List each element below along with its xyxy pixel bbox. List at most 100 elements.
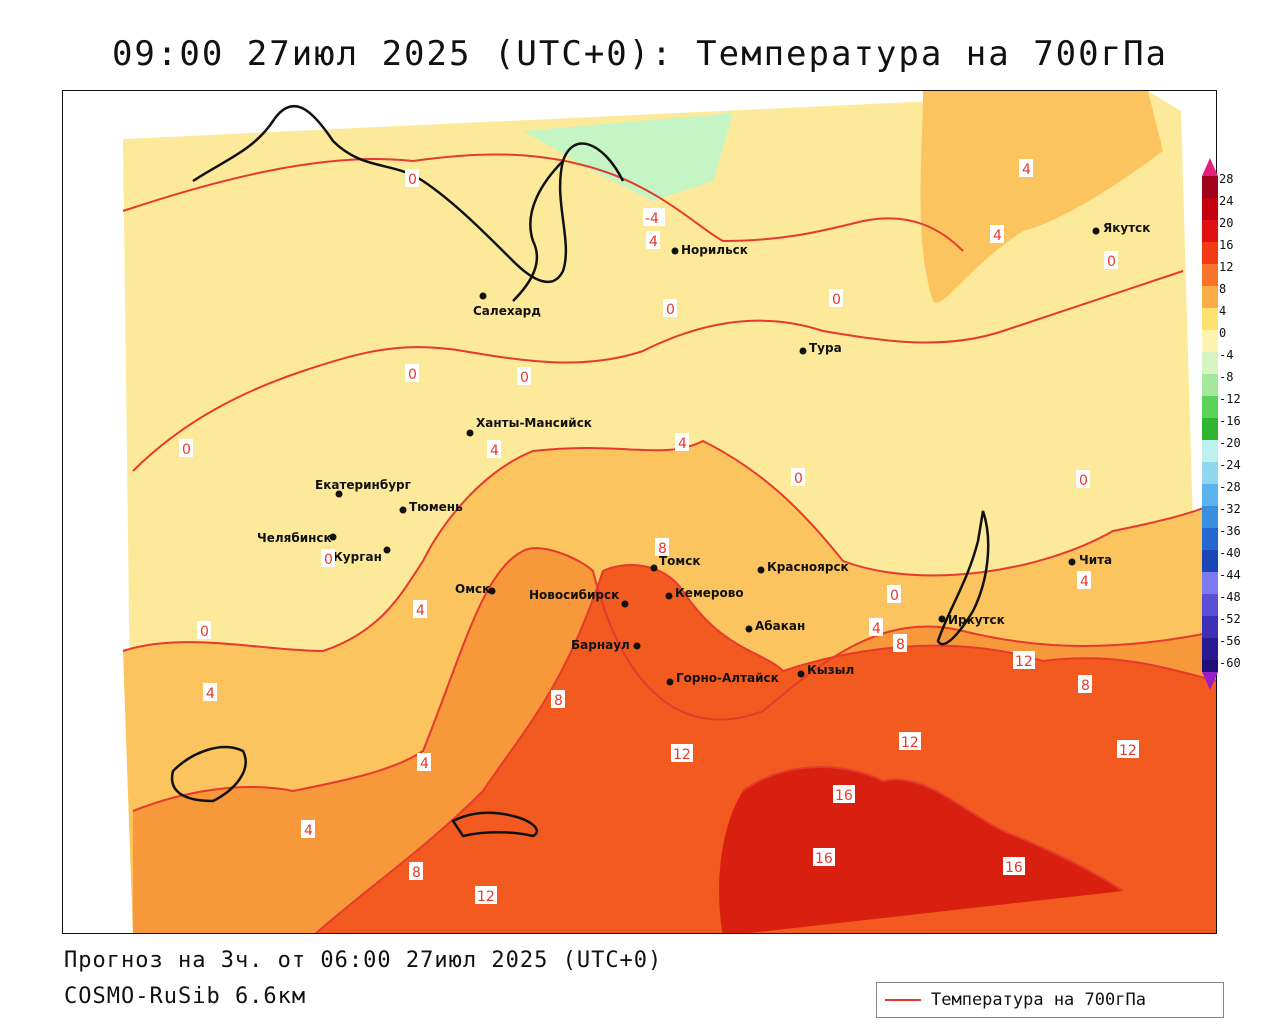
svg-text:8: 8 xyxy=(554,693,563,709)
field-4-8-northeast xyxy=(920,91,1163,303)
svg-text:0: 0 xyxy=(666,302,675,318)
svg-text:Салехард: Салехард xyxy=(473,304,541,318)
iso-label-8-a: 8 xyxy=(655,538,669,557)
colorbar-tick: -40 xyxy=(1219,546,1241,560)
iso-label-0-f: 0 xyxy=(517,367,531,386)
iso-label-12-c: 12 xyxy=(1117,740,1139,759)
svg-text:4: 4 xyxy=(1022,162,1031,178)
city-norilsk[interactable]: Норильск xyxy=(671,243,748,257)
city-ekaterinburg[interactable]: Екатеринбург xyxy=(315,478,411,498)
city-kyzyl[interactable]: Кызыл xyxy=(797,663,855,678)
isotherm-labels: 0 0 0 0 0 0 0 0 0 0 0 0 4 4 4 4 4 4 4 4 … xyxy=(179,159,1139,905)
legend-label: Температура на 700гПа xyxy=(931,990,1146,1010)
city-abakan[interactable]: Абакан xyxy=(745,619,806,633)
city-tura[interactable]: Тура xyxy=(799,341,842,355)
lake-balkhash xyxy=(451,811,539,838)
colorbar-seg-24 xyxy=(1202,198,1218,220)
colorbar xyxy=(1202,158,1218,690)
outside-domain-left xyxy=(63,91,123,933)
svg-text:4: 4 xyxy=(872,621,881,637)
colorbar-tick: 24 xyxy=(1219,194,1234,208)
colorbar-tick: -12 xyxy=(1219,392,1241,406)
colorbar-seg-neg56 xyxy=(1202,638,1218,660)
colorbar-tick: 0 xyxy=(1219,326,1227,340)
colorbar-tick: 16 xyxy=(1219,238,1234,252)
svg-text:4: 4 xyxy=(1080,574,1089,590)
svg-text:4: 4 xyxy=(420,756,429,772)
temperature-map[interactable]: Салехард Норильск Якутск Тура Ханты-Манс… xyxy=(62,90,1217,934)
iso-label-12-d: 12 xyxy=(475,886,497,905)
colorbar-seg-neg24 xyxy=(1202,462,1218,484)
city-gorno-altaysk[interactable]: Горно-Алтайск xyxy=(666,671,779,686)
contour-4 xyxy=(122,439,1216,653)
colorbar-seg-20 xyxy=(1202,220,1218,242)
iso-label-0-b: 0 xyxy=(663,299,677,318)
colorbar-tick: -44 xyxy=(1219,568,1241,582)
colorbar-seg-neg12 xyxy=(1202,396,1218,418)
map-title: 09:00 27июл 2025 (UTC+0): Температура на… xyxy=(111,34,1169,74)
svg-text:Ханты-Мансийск: Ханты-Мансийск xyxy=(476,416,592,430)
contour-12 xyxy=(314,564,1216,933)
colorbar-seg-neg36 xyxy=(1202,528,1218,550)
svg-text:4: 4 xyxy=(993,228,1002,244)
svg-text:16: 16 xyxy=(835,788,853,804)
svg-text:8: 8 xyxy=(658,541,667,557)
colorbar-tick: 20 xyxy=(1219,216,1234,230)
colorbar-bottom-arrow xyxy=(1202,672,1218,690)
iso-label-4-c: 4 xyxy=(487,440,501,459)
colorbar-seg-0 xyxy=(1202,330,1218,352)
city-omsk[interactable]: Омск xyxy=(455,582,496,596)
city-salekhard[interactable]: Салехард xyxy=(473,292,541,319)
svg-text:0: 0 xyxy=(200,624,209,640)
colorbar-top-arrow xyxy=(1202,158,1218,176)
city-yakutsk[interactable]: Якутск xyxy=(1092,221,1151,235)
iso-label-8-e: 8 xyxy=(409,862,423,881)
iso-label-12-b: 12 xyxy=(899,732,921,751)
iso-label-4-a: 4 xyxy=(1019,159,1033,178)
colorbar-seg-neg48 xyxy=(1202,594,1218,616)
colorbar-seg-12 xyxy=(1202,264,1218,286)
isotherm-contours xyxy=(122,153,1216,933)
svg-text:16: 16 xyxy=(815,851,833,867)
city-chita[interactable]: Чита xyxy=(1068,553,1113,567)
city-markers: Салехард Норильск Якутск Тура Ханты-Манс… xyxy=(257,221,1150,686)
iso-label-4-b: 4 xyxy=(990,225,1004,244)
svg-text:4: 4 xyxy=(206,686,215,702)
iso-label-8-b: 8 xyxy=(551,690,565,709)
coastlines xyxy=(170,104,990,838)
city-barnaul[interactable]: Барнаул xyxy=(571,638,641,652)
iso-label-neg4: -4 xyxy=(643,208,665,227)
city-novosibirsk[interactable]: Новосибирск xyxy=(529,588,629,608)
city-krasnoyarsk[interactable]: Красноярск xyxy=(757,560,849,574)
legend-line-swatch xyxy=(885,999,921,1001)
svg-text:Горно-Алтайск: Горно-Алтайск xyxy=(676,671,779,685)
colorbar-seg-28 xyxy=(1202,176,1218,198)
city-tyumen[interactable]: Тюмень xyxy=(399,500,464,514)
svg-text:Норильск: Норильск xyxy=(681,243,748,257)
iso-label-0-d: 0 xyxy=(1104,251,1118,270)
colorbar-tick: -36 xyxy=(1219,524,1241,538)
iso-label-0-a: 0 xyxy=(405,169,419,188)
svg-text:0: 0 xyxy=(520,370,529,386)
city-tomsk[interactable]: Томск xyxy=(650,554,701,572)
city-kemerovo[interactable]: Кемерово xyxy=(665,586,744,600)
svg-text:Абакан: Абакан xyxy=(755,619,805,633)
city-khanty-mansiysk[interactable]: Ханты-Мансийск xyxy=(466,416,592,437)
colorbar-tick: -4 xyxy=(1219,348,1234,362)
colorbar-seg-neg28 xyxy=(1202,484,1218,506)
city-chelyabinsk[interactable]: Челябинск xyxy=(257,531,337,545)
city-kurgan[interactable]: Курган xyxy=(333,546,391,565)
svg-text:4: 4 xyxy=(678,436,687,452)
colorbar-tick: -20 xyxy=(1219,436,1241,450)
city-irkutsk[interactable]: Иркутск xyxy=(938,613,1005,627)
iso-label-4-d: 4 xyxy=(675,433,689,452)
iso-label-0-g: 0 xyxy=(179,439,193,458)
colorbar-tick: 8 xyxy=(1219,282,1227,296)
iso-label-0-h: 0 xyxy=(791,468,805,487)
colorbar-tick: -28 xyxy=(1219,480,1241,494)
svg-text:0: 0 xyxy=(1107,254,1116,270)
svg-text:Барнаул: Барнаул xyxy=(571,638,630,652)
iso-label-4-j: 4 xyxy=(1077,571,1091,590)
svg-text:Тура: Тура xyxy=(809,341,842,355)
svg-text:4: 4 xyxy=(304,823,313,839)
